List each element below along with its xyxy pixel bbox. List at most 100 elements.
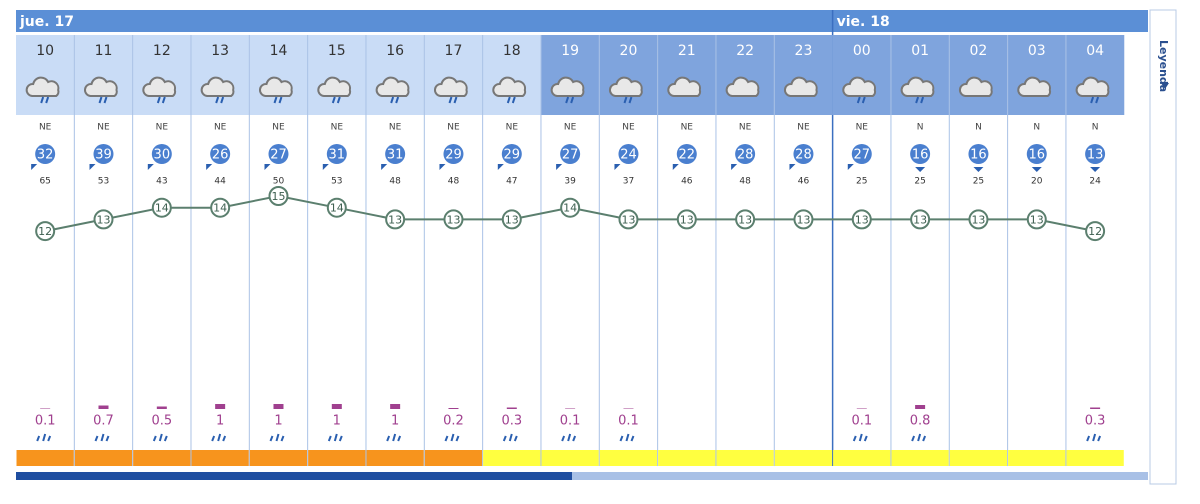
cloud-icon <box>783 76 818 97</box>
wind-speed: 28 <box>737 148 754 163</box>
scroll-track[interactable] <box>16 472 1148 480</box>
temperature-label: 13 <box>680 213 694 226</box>
precip-bar <box>915 405 926 409</box>
warning-bar <box>308 450 366 466</box>
temperature-label: 13 <box>796 213 810 226</box>
warning-bar <box>891 450 949 466</box>
temperature-point <box>618 209 639 230</box>
warning-bar <box>133 450 191 466</box>
temperature-label: 13 <box>855 213 869 226</box>
wind-speed: 32 <box>37 148 54 163</box>
precip-icon <box>619 433 635 442</box>
precip-bar <box>565 408 576 409</box>
temperature-point <box>676 209 697 230</box>
hour-cell <box>1007 35 1066 115</box>
temperature-point <box>910 209 931 230</box>
precip-bar <box>98 405 109 409</box>
hour-column: 13 NE 26 44 1 <box>190 35 250 466</box>
warning-bar <box>74 450 133 466</box>
wind-direction: NE <box>156 123 169 133</box>
legend-label[interactable]: Leyenda <box>1157 40 1170 92</box>
temperature-point <box>35 221 56 242</box>
hour-label: 04 <box>1086 43 1104 59</box>
wind-arrow <box>381 164 388 170</box>
wind-badge <box>210 144 231 164</box>
wind-direction: NE <box>739 123 752 133</box>
wind-badge <box>793 144 814 164</box>
temperature-label: 13 <box>1030 213 1044 226</box>
wind-badge <box>1026 144 1047 164</box>
precip-bar <box>40 408 51 409</box>
wind-speed: 27 <box>270 148 287 163</box>
cloud-icon <box>958 76 993 97</box>
gust-speed: 25 <box>973 177 984 187</box>
wind-badge <box>268 144 289 164</box>
precip-bar <box>623 408 634 409</box>
wind-direction: NE <box>389 123 402 133</box>
wind-speed: 13 <box>1087 148 1104 163</box>
day-label: jue. 17 <box>19 14 74 30</box>
rain-drops <box>448 96 458 104</box>
hour-column: 11 NE 39 53 0.7 <box>73 35 133 466</box>
hour-column: 18 NE 29 47 0.3 <box>482 35 541 466</box>
hour-column: 15 NE 31 53 1 <box>307 35 366 466</box>
precip-amount: 0.3 <box>1085 414 1106 429</box>
hour-label: 02 <box>970 43 988 59</box>
cloud-icon <box>725 76 760 97</box>
legend-arrow[interactable] <box>1161 83 1169 89</box>
hour-column: 17 NE 29 48 0.2 <box>423 35 483 466</box>
warning-bar <box>833 450 891 466</box>
precip-amount: 1 <box>274 414 282 429</box>
cloud-icon <box>200 76 235 97</box>
wind-direction: NE <box>331 123 344 133</box>
precip-bar <box>506 407 517 409</box>
temperature-label: 13 <box>96 213 110 226</box>
rain-drops <box>156 96 166 104</box>
wind-direction: NE <box>447 123 460 133</box>
precip-bar <box>448 408 459 409</box>
hour-cell <box>774 35 833 115</box>
hour-label: 03 <box>1028 43 1046 59</box>
hour-label: 11 <box>95 43 113 59</box>
wind-direction: NE <box>39 123 52 133</box>
hour-cell <box>949 35 1008 115</box>
hour-label: 01 <box>911 43 929 59</box>
hour-column: 12 NE 30 43 0.5 <box>132 35 191 466</box>
rain-drops <box>565 96 575 104</box>
wind-arrow <box>1090 167 1101 172</box>
precip-icon <box>269 433 285 442</box>
wind-direction: NE <box>506 123 519 133</box>
precip-bar <box>156 406 167 409</box>
gust-speed: 24 <box>1089 177 1101 187</box>
gust-speed: 25 <box>856 177 867 187</box>
rain-drops <box>390 96 400 104</box>
hour-label: 12 <box>153 43 171 59</box>
wind-badge <box>151 144 172 164</box>
hour-label: 17 <box>445 43 463 59</box>
wind-badge <box>385 144 406 164</box>
wind-badge <box>326 144 347 164</box>
warning-bar <box>483 450 541 466</box>
wind-arrow <box>147 164 154 170</box>
gust-speed: 46 <box>798 177 810 187</box>
wind-direction: NE <box>272 123 285 133</box>
hour-cell <box>249 35 308 115</box>
wind-arrow <box>556 164 563 170</box>
scroll-thumb[interactable] <box>16 472 572 480</box>
wind-badge <box>443 144 464 164</box>
wind-speed: 29 <box>504 148 521 163</box>
warning-bar <box>774 450 833 466</box>
precip-icon <box>852 433 868 442</box>
wind-badge <box>93 144 114 164</box>
temperature-label: 13 <box>446 213 460 226</box>
warning-bar <box>541 450 599 466</box>
precip-icon <box>444 433 460 442</box>
hour-cell <box>74 35 133 115</box>
temperature-label: 13 <box>505 213 519 226</box>
wind-speed: 16 <box>1029 148 1046 163</box>
legend-panel[interactable] <box>1149 9 1177 485</box>
gust-speed: 39 <box>564 177 576 187</box>
hour-label: 23 <box>795 43 813 59</box>
wind-speed: 39 <box>95 148 112 163</box>
wind-arrow <box>973 167 984 172</box>
